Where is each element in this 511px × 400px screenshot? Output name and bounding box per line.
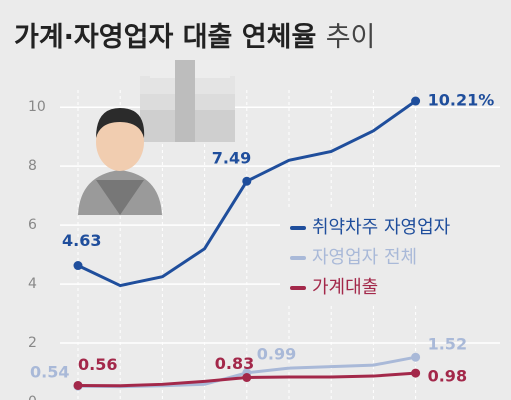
value-label: 0.99 [257,344,296,363]
point [73,380,83,390]
legend-label: 취약차주 자영업자 [312,217,451,238]
point [73,261,83,271]
y-tick-label: 2 [28,335,37,351]
person-illustration [78,108,162,215]
plot: 4.63 7.49 10.21% 0.54 0.99 1.52 0.56 0.83 0.98 [30,91,494,391]
y-tick-label: 6 [28,217,37,233]
value-label: 0.54 [30,363,69,382]
value-label: 0.83 [215,354,254,373]
point [411,352,421,362]
value-label: 10.21% [428,91,495,110]
value-label: 4.63 [62,231,101,250]
value-label: 0.98 [428,367,467,386]
point [411,96,421,106]
chart-title: 가계·자영업자 대출 연체율 추이 [14,22,375,53]
legend-box [280,208,506,304]
legend-label: 가계대출 [312,277,378,298]
point [242,373,252,383]
legend-label: 자영업자 전체 [312,247,417,268]
point [411,368,421,378]
value-label: 0.56 [78,355,117,374]
y-tick-label: 0 [28,394,37,400]
y-tick-label: 10 [28,99,46,115]
money-illustration [140,60,235,142]
title-suffix: 추이 [326,22,376,53]
point [242,176,252,186]
value-label: 7.49 [212,149,251,168]
y-tick-label: 8 [28,158,37,174]
value-label: 1.52 [428,335,467,354]
title-main: 가계·자영업자 대출 연체율 [14,22,316,53]
y-tick-label: 4 [28,276,37,292]
